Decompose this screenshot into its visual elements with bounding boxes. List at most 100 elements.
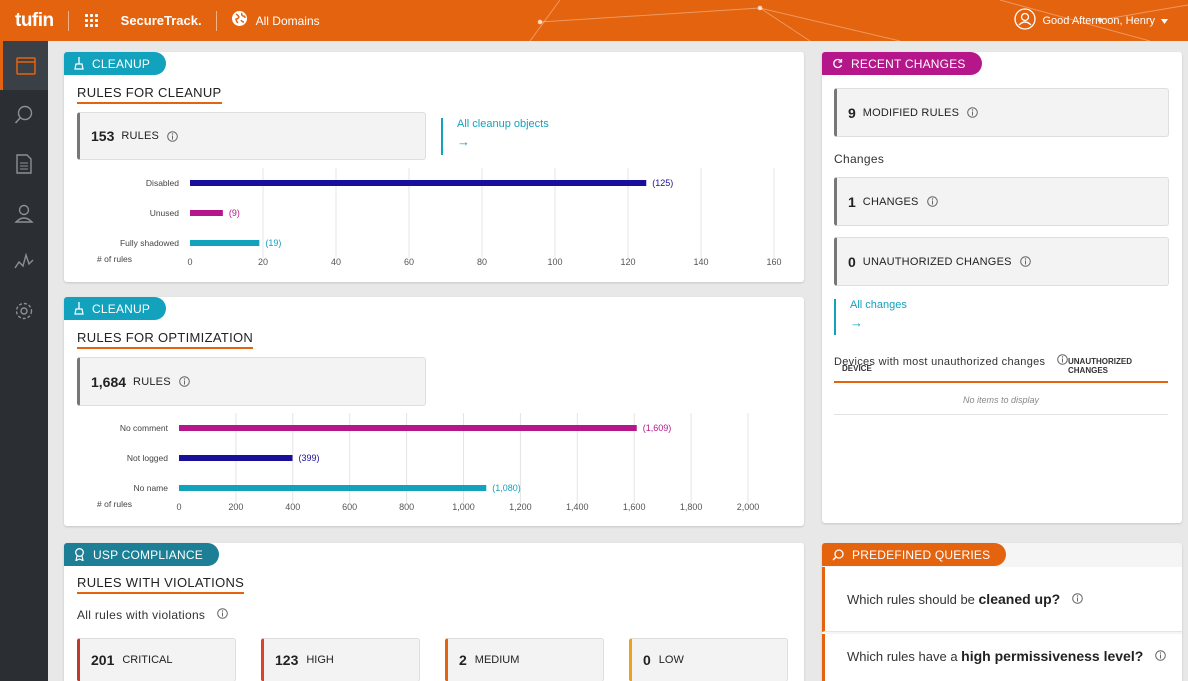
optimization-badge: CLEANUP (64, 297, 167, 320)
x-tick-label: 1,800 (680, 502, 703, 512)
category-label: No comment (120, 423, 169, 433)
info-icon[interactable] (1019, 256, 1031, 267)
all-changes-link[interactable]: All changes → (834, 299, 907, 335)
bar (190, 180, 647, 186)
bar (190, 210, 223, 216)
domain-selector[interactable]: All Domains (255, 13, 320, 28)
changes-box[interactable]: 1 CHANGES (834, 177, 1169, 226)
sidebar (0, 41, 48, 681)
tufin-logo[interactable]: tufin (15, 9, 54, 31)
rules-count-label: RULES (121, 130, 160, 142)
rules-count-label: RULES (133, 375, 171, 388)
violation-low[interactable]: 0 LOW (629, 638, 788, 681)
sidebar-item-users[interactable] (0, 188, 48, 237)
query-high-permissiveness[interactable]: Which rules have a high permissiveness l… (822, 634, 1182, 681)
user-pin-icon (14, 204, 34, 223)
x-tick-label: 120 (620, 257, 635, 267)
top-bar: tufin SecureTrack. All Domains Good Afte… (0, 0, 1188, 41)
sidebar-item-monitoring[interactable] (0, 237, 48, 286)
x-tick-label: 1,200 (509, 502, 532, 512)
unauthorized-changes-box[interactable]: 0 UNAUTHORIZED CHANGES (834, 237, 1169, 286)
violation-label: CRITICAL (122, 654, 173, 666)
info-icon[interactable] (167, 130, 178, 142)
changes-label: CHANGES (862, 195, 919, 208)
x-tick-label: 1,000 (452, 502, 475, 512)
devices-heading: Devices with most unauthorized changes (834, 354, 1068, 368)
violation-high[interactable]: 123 HIGH (261, 638, 420, 681)
violation-label: LOW (658, 654, 684, 666)
chevron-down-icon (1161, 15, 1168, 27)
info-icon[interactable] (217, 608, 228, 619)
info-icon[interactable] (178, 376, 190, 387)
arrow-right-icon: → (850, 315, 863, 330)
category-label: Unused (150, 208, 180, 218)
cleanup-bar-chart: 0 20 40 60 80 100 120 140 160 # of rules Disabled (… (97, 168, 782, 267)
compliance-badge: USP COMPLIANCE (64, 543, 219, 566)
queries-card: PREDEFINED QUERIES Which rules should be… (822, 543, 1182, 681)
broom-icon (74, 57, 84, 70)
recent-changes-badge-label: RECENT CHANGES (851, 56, 966, 71)
col-unauth-line1: UNAUTHORIZED (1068, 357, 1132, 366)
query-text: Which rules have a (847, 649, 962, 664)
col-device[interactable]: DEVICE (842, 364, 872, 373)
violation-medium[interactable]: 2 MEDIUM (445, 638, 604, 681)
user-greeting: Good Afternoon, Henry (1042, 14, 1155, 27)
sidebar-item-dashboard[interactable] (0, 41, 48, 90)
x-tick-label: 1,600 (623, 502, 646, 512)
queries-badge-label: PREDEFINED QUERIES (852, 547, 991, 562)
query-emphasis: high permissiveness level? (961, 648, 1144, 664)
rules-count: 153 (91, 128, 115, 144)
info-icon[interactable] (1155, 650, 1166, 661)
all-cleanup-objects-link[interactable]: All cleanup objects → (441, 118, 549, 155)
query-text: Which rules should be (847, 592, 979, 607)
product-name[interactable]: SecureTrack. (120, 13, 202, 28)
link-label: All cleanup objects (457, 118, 549, 130)
devices-table-header: DEVICE UNAUTHORIZED CHANGES (834, 348, 1168, 383)
category-label: No name (134, 483, 169, 493)
refresh-icon (832, 58, 843, 69)
changes-count: 1 (848, 193, 856, 210)
sidebar-item-reports[interactable] (0, 139, 48, 188)
info-icon[interactable] (926, 196, 938, 207)
bar (179, 455, 293, 461)
violation-count: 0 (643, 652, 651, 668)
info-icon[interactable] (967, 107, 978, 118)
rules-count: 1,684 (91, 373, 127, 390)
table-empty-message: No items to display (834, 385, 1168, 415)
optimization-badge-label: CLEANUP (92, 301, 151, 316)
x-tick-label: 2,000 (737, 502, 760, 512)
cleanup-card: CLEANUP RULES FOR CLEANUP 153 RULES All … (64, 52, 804, 282)
col-unauthorized-changes[interactable]: UNAUTHORIZED CHANGES (1068, 357, 1132, 375)
x-tick-label: 600 (342, 502, 357, 512)
data-label: (1,609) (643, 423, 672, 433)
sidebar-item-settings[interactable] (0, 286, 48, 335)
globe-icon[interactable] (231, 10, 248, 32)
compliance-badge-label: USP COMPLIANCE (93, 547, 203, 562)
dashboard-icon (15, 56, 36, 75)
gear-icon (15, 302, 33, 319)
x-tick-label: 80 (477, 257, 487, 267)
cleanup-badge: CLEANUP (64, 52, 167, 75)
x-tick-label: 400 (285, 502, 300, 512)
optimization-bar-chart: 0 200 400 600 800 1,000 1,200 1,400 1,600 1,800 2,… (97, 413, 760, 512)
violations-subtitle: All rules with violations (77, 608, 228, 622)
x-axis-label: # of rules (97, 254, 132, 264)
category-label: Fully shadowed (120, 238, 179, 248)
sidebar-item-search[interactable] (0, 90, 48, 139)
optimization-count-box[interactable]: 1,684 RULES (77, 357, 426, 406)
changes-heading: Changes (834, 152, 885, 166)
user-menu[interactable]: Good Afternoon, Henry (1014, 0, 1168, 41)
unauthorized-label: UNAUTHORIZED CHANGES (862, 255, 1012, 268)
violation-critical[interactable]: 201 CRITICAL (77, 638, 236, 681)
broom-icon (74, 302, 84, 315)
app-launcher-icon[interactable] (84, 13, 99, 28)
category-label: Disabled (146, 178, 179, 188)
modified-rules-box[interactable]: 9 MODIFIED RULES (834, 88, 1169, 137)
x-tick-label: 20 (258, 257, 268, 267)
query-cleaned-up[interactable]: Which rules should be cleaned up? (822, 567, 1182, 632)
rules-count-box[interactable]: 153 RULES (77, 112, 426, 160)
info-icon[interactable] (1056, 354, 1068, 365)
data-label: (19) (265, 238, 281, 248)
data-label: (125) (652, 178, 673, 188)
info-icon[interactable] (1072, 593, 1083, 604)
